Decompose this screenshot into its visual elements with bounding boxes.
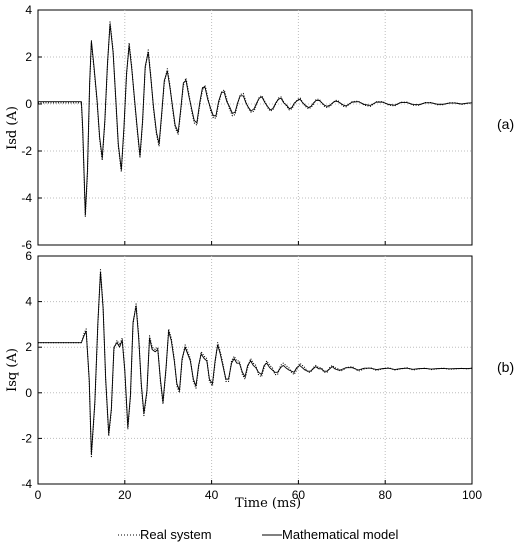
y-tick-label-a: -6	[21, 238, 32, 252]
legend-label-mathematical-model: Mathematical model	[282, 527, 398, 542]
y-tick-label-b: 6	[25, 249, 32, 263]
x-tick-label: 100	[462, 488, 482, 502]
x-axis-label: Time (ms)	[235, 496, 301, 511]
legend-label-real-system: Real system	[140, 527, 212, 542]
legend: Real system Mathematical model	[118, 527, 398, 542]
panel-label-a: (a)	[497, 116, 514, 132]
y-tick-label-a: 4	[25, 3, 32, 17]
series-group-a	[38, 21, 473, 218]
y-tick-label-b: 4	[25, 295, 32, 309]
x-tick-label: 20	[118, 488, 132, 502]
x-tick-label: 0	[35, 488, 42, 502]
y-tick-label-b: 0	[25, 386, 32, 400]
chart-panel-a: 4 2 0 -2 -4 -6 Isd (A) (a)	[5, 3, 514, 252]
series-line-mathematical-model-b	[38, 271, 473, 455]
y-tick-label-b: -2	[21, 431, 32, 445]
series-line-real-system-a	[38, 21, 473, 218]
plot-frame-b	[37, 255, 473, 485]
ticks-a: 4 2 0 -2 -4 -6	[21, 3, 473, 252]
y-tick-label-b: -4	[21, 477, 32, 491]
series-line-mathematical-model-a	[38, 23, 473, 215]
x-tick-label: 60	[292, 488, 306, 502]
y-tick-label-b: 2	[25, 340, 32, 354]
y-axis-label-b: Isq (A)	[5, 348, 20, 392]
grid-a	[38, 10, 472, 245]
grid-b	[38, 256, 472, 484]
plot-frame-a	[37, 9, 473, 246]
y-tick-label-a: 0	[25, 97, 32, 111]
y-axis-label-a: Isd (A)	[5, 106, 20, 150]
series-line-real-system-b	[38, 269, 473, 458]
x-tick-label: 40	[205, 488, 219, 502]
y-tick-label-a: -4	[21, 191, 32, 205]
panel-label-b: (b)	[497, 359, 514, 375]
series-group-b	[38, 269, 473, 458]
y-tick-label-a: -2	[21, 144, 32, 158]
x-tick-label: 80	[379, 488, 393, 502]
y-tick-label-a: 2	[25, 50, 32, 64]
